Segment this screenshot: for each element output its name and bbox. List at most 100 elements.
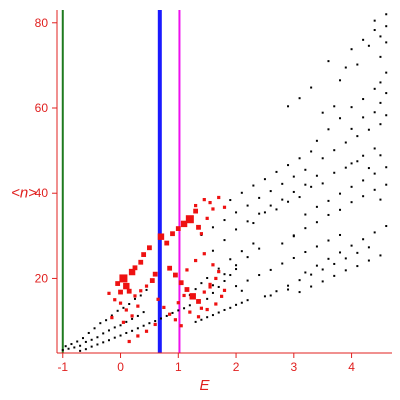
data-point (211, 249, 214, 252)
data-point (315, 264, 318, 267)
data-point (217, 267, 220, 270)
data-point (235, 264, 238, 267)
data-point (96, 336, 99, 339)
data-point (321, 280, 324, 283)
data-point (180, 220, 188, 228)
y-axis-title: <n> (11, 184, 37, 201)
x-axis-title: E (199, 377, 210, 394)
data-point (188, 304, 191, 307)
data-point (281, 242, 284, 245)
data-point (379, 55, 382, 58)
data-point (99, 322, 102, 325)
data-point (344, 269, 347, 272)
x-tick-label: 4 (348, 360, 355, 374)
data-point (128, 268, 136, 276)
data-point (275, 170, 278, 173)
y-tick-label: 80 (35, 16, 49, 30)
data-point (211, 263, 215, 267)
data-point (356, 160, 359, 163)
data-point (214, 302, 218, 306)
data-point (168, 312, 172, 316)
data-point (385, 41, 388, 44)
data-point (362, 154, 365, 157)
data-point (292, 190, 295, 193)
data-point (96, 343, 99, 346)
data-point (356, 251, 359, 254)
data-point (73, 346, 76, 349)
data-point (147, 245, 152, 251)
data-point (379, 101, 382, 104)
data-point (258, 274, 261, 277)
data-point (235, 211, 238, 214)
y-tick-label: 20 (35, 271, 49, 285)
data-point (202, 252, 206, 256)
data-point (157, 233, 165, 240)
data-point (263, 295, 266, 298)
data-point (185, 215, 194, 224)
data-point (90, 345, 93, 348)
data-point (185, 268, 189, 272)
data-point (123, 282, 130, 290)
data-point (379, 198, 382, 201)
data-point (269, 190, 272, 193)
data-point (292, 175, 295, 178)
data-point (263, 211, 266, 214)
data-point (211, 314, 214, 317)
x-tick-label: -1 (57, 360, 68, 374)
data-point (121, 320, 126, 324)
data-point (339, 79, 342, 82)
data-point (205, 307, 209, 312)
data-point (145, 288, 148, 291)
data-point (333, 171, 336, 174)
data-point (127, 339, 131, 344)
data-point (141, 252, 147, 257)
data-point (116, 309, 119, 312)
data-point (379, 81, 382, 84)
data-point (165, 314, 168, 317)
data-point (327, 239, 330, 242)
data-point (339, 117, 342, 120)
data-point (287, 164, 290, 167)
data-point (298, 97, 301, 100)
data-point (107, 329, 110, 332)
data-point (362, 116, 365, 119)
data-point (113, 326, 116, 329)
data-point (156, 297, 160, 301)
data-point (333, 274, 336, 277)
data-point (136, 314, 139, 317)
data-point (119, 274, 128, 283)
y-tick-label: 60 (35, 101, 49, 115)
data-point (385, 92, 388, 95)
data-point (258, 212, 261, 215)
data-point (385, 13, 388, 16)
data-point (217, 311, 220, 314)
data-point (217, 285, 220, 288)
data-point (148, 322, 151, 325)
data-point (178, 280, 184, 286)
data-point (235, 268, 238, 271)
data-point (298, 157, 301, 160)
data-point (235, 303, 238, 306)
data-point (170, 231, 175, 237)
data-point (217, 270, 221, 274)
data-point (208, 285, 212, 289)
data-point (373, 231, 376, 234)
data-point (122, 306, 125, 309)
y-tick-label: 40 (35, 186, 49, 200)
data-point (356, 135, 359, 138)
data-point (304, 271, 307, 274)
data-point (188, 310, 192, 314)
data-point (154, 320, 157, 323)
data-point (200, 282, 203, 285)
data-point (152, 271, 158, 277)
data-point (367, 246, 370, 249)
data-point (315, 205, 318, 208)
data-point (90, 338, 93, 341)
x-tick-label: 2 (233, 360, 240, 374)
data-point (229, 306, 232, 309)
data-point (350, 162, 353, 165)
data-point (287, 105, 290, 108)
data-point (304, 251, 307, 254)
data-point (177, 309, 180, 312)
data-point (220, 294, 224, 298)
